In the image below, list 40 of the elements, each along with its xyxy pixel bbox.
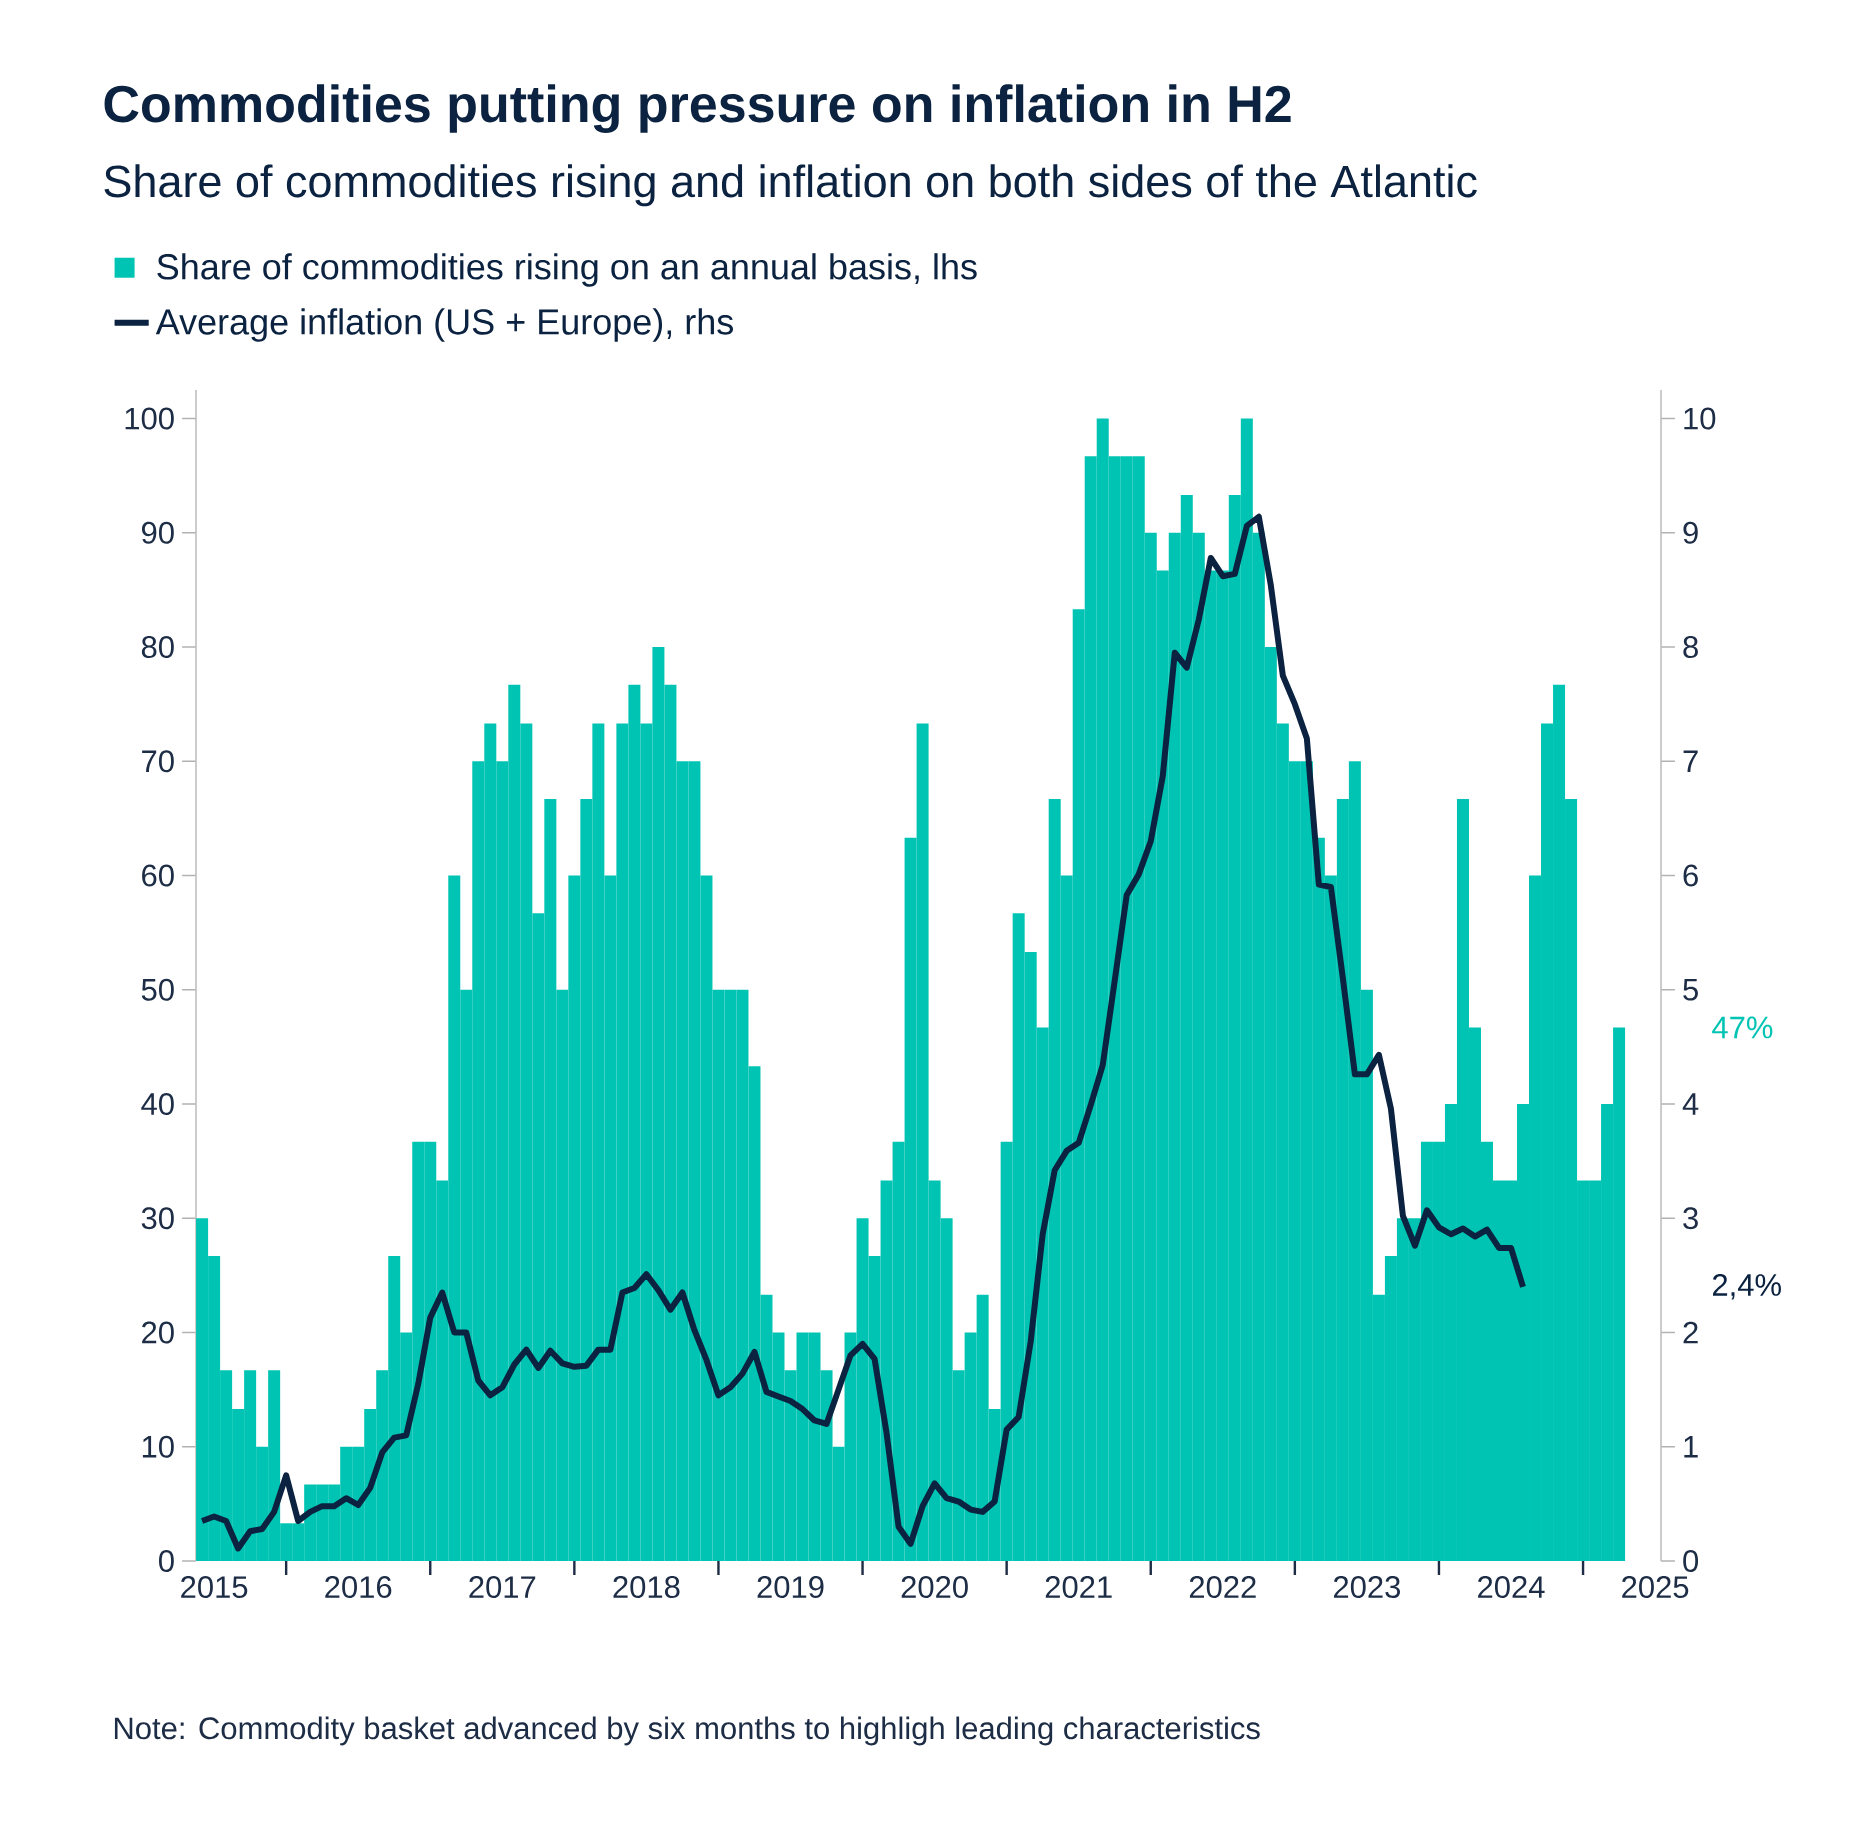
y-tick-label: 50 xyxy=(141,978,174,1001)
y2-tick-label: 10 xyxy=(1684,407,1716,430)
y-tick-label: 30 xyxy=(141,1207,174,1230)
y2-tick-label: 7 xyxy=(1683,750,1698,772)
x-tick-label: 2015 xyxy=(181,1576,248,1599)
legend-label: Average inflation (US + Europe), rhs xyxy=(155,308,733,342)
legend-label: Share of commodities rising on an annual basis, lhs xyxy=(157,253,977,287)
x-tick-label: 2024 xyxy=(1478,1576,1545,1599)
x-tick-label: 2017 xyxy=(469,1576,536,1599)
y-tick-label: 0 xyxy=(159,1550,174,1572)
text: Note: Commodity basket advanced by six months to highligh leading characteristics xyxy=(114,1716,1260,1746)
y2-tick-label: 9 xyxy=(1683,521,1698,544)
chart-subtitle: Share of commodities rising and inflation on both sides of the Atlantic xyxy=(104,164,1477,207)
text: 47% xyxy=(1712,1016,1773,1039)
x-tick-label: 2021 xyxy=(1045,1576,1112,1599)
x-tick-label: 2020 xyxy=(901,1576,968,1599)
x-tick-label: 2019 xyxy=(757,1576,824,1599)
y2-tick-label: 6 xyxy=(1683,864,1698,887)
y-tick-label: 100 xyxy=(125,407,174,430)
chart-title: Commodities putting pressure on inflation in H2 xyxy=(104,84,1291,133)
y2-tick-label: 4 xyxy=(1682,1093,1699,1115)
y-tick-label: 70 xyxy=(142,750,174,773)
x-tick-label: 2016 xyxy=(325,1576,392,1599)
x-tick-label: 2023 xyxy=(1333,1576,1400,1599)
y-tick-label: 40 xyxy=(141,1093,174,1115)
y2-tick-label: 2 xyxy=(1683,1321,1698,1344)
y2-tick-label: 3 xyxy=(1683,1207,1698,1230)
y2-tick-label: 1 xyxy=(1684,1436,1698,1458)
y-tick-label: 20 xyxy=(142,1321,174,1344)
y2-tick-label: 0 xyxy=(1683,1550,1699,1572)
text: 2,4% xyxy=(1712,1274,1781,1300)
y-tick-label: 60 xyxy=(142,864,174,887)
y-tick-label: 80 xyxy=(141,636,174,659)
y2-tick-label: 5 xyxy=(1683,978,1698,1001)
y2-tick-label: 8 xyxy=(1683,636,1698,659)
x-tick-label: 2022 xyxy=(1189,1576,1256,1599)
x-tick-label: 2018 xyxy=(613,1576,680,1599)
y-tick-label: 10 xyxy=(142,1435,174,1458)
y-tick-label: 90 xyxy=(141,521,174,544)
x-tick-label: 2025 xyxy=(1622,1576,1689,1599)
